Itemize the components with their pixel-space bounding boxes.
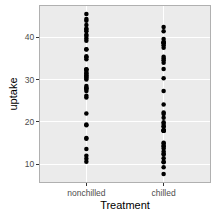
svg-text:nonchilled: nonchilled xyxy=(67,188,106,198)
svg-text:10: 10 xyxy=(25,159,35,169)
svg-text:uptake: uptake xyxy=(7,77,19,110)
svg-text:20: 20 xyxy=(25,117,35,127)
svg-text:chilled: chilled xyxy=(152,188,176,198)
svg-text:30: 30 xyxy=(25,75,35,85)
svg-text:40: 40 xyxy=(25,32,35,42)
svg-text:Treatment: Treatment xyxy=(100,199,150,211)
